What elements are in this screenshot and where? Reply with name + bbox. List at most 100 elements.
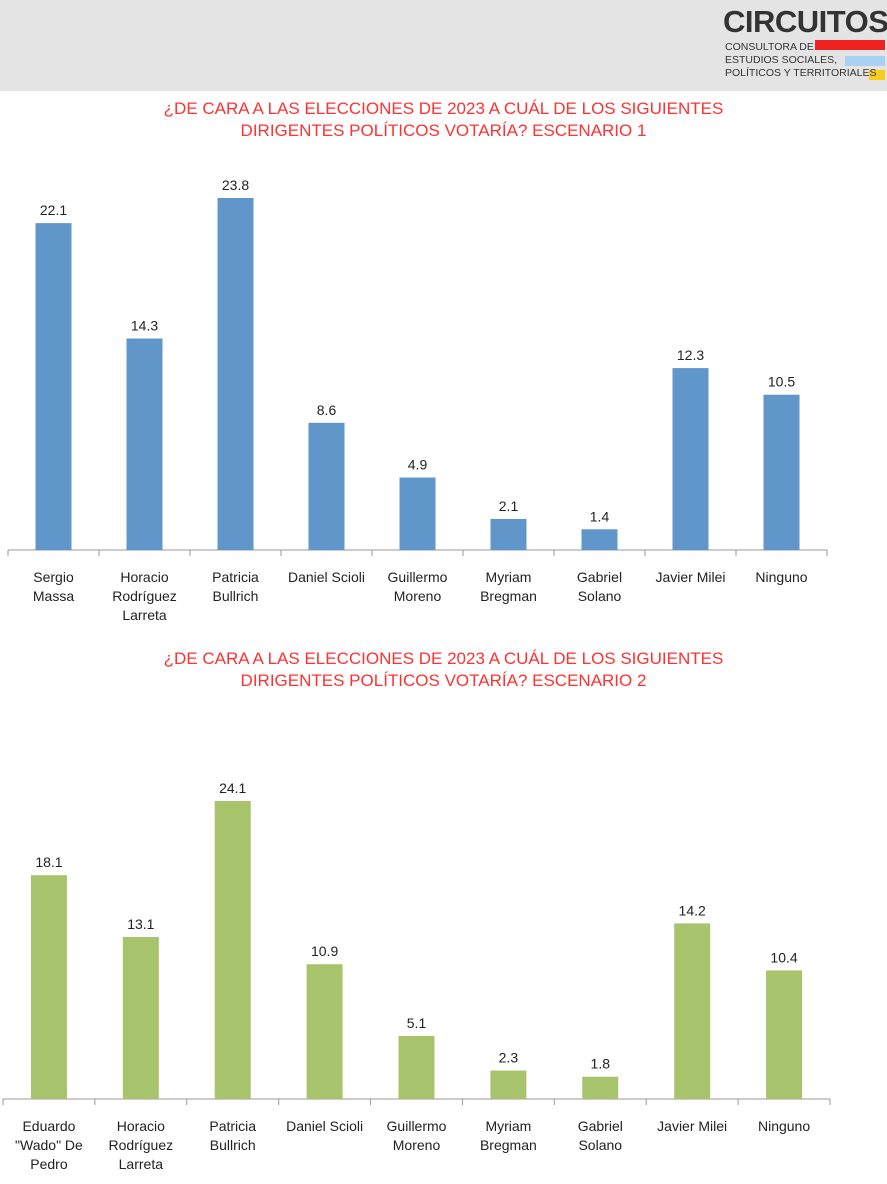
logo-tagline-1: CONSULTORA DE	[725, 41, 814, 53]
category-label-5: Myriam Bregman	[480, 1118, 537, 1153]
category-label-line: Javier Milei	[657, 1118, 727, 1134]
bar-8	[766, 970, 803, 1099]
category-label-line: Larreta	[122, 607, 167, 623]
category-label-7: Javier Milei	[655, 569, 725, 585]
category-label-4: Guillermo Moreno	[388, 569, 448, 604]
category-label-line: "Wado" De	[15, 1137, 83, 1153]
category-label-line: Patricia	[212, 569, 259, 585]
bar-2	[214, 801, 251, 1099]
category-label-line: Gabriel	[577, 569, 622, 585]
data-label-6: 1.8	[591, 1056, 611, 1072]
logo-red-stripe	[815, 40, 885, 50]
category-label-0: Sergio Massa	[33, 569, 74, 604]
chart-1-title-line-1: ¿DE CARA A LAS ELECCIONES DE 2023 A CUÁL…	[163, 99, 724, 118]
category-label-3: Daniel Scioli	[288, 569, 365, 585]
category-label-5: Myriam Bregman	[480, 569, 537, 604]
category-label-line: Ninguno	[755, 569, 807, 585]
data-label-5: 2.3	[499, 1050, 519, 1066]
data-label-3: 10.9	[311, 943, 338, 959]
logo-blue-stripe	[845, 56, 885, 66]
category-label-8: Ninguno	[758, 1118, 810, 1134]
chart-2-bar-chart: 18.1 Eduardo "Wado" De Pedro 13.1 Horacio Rodr…	[2, 780, 831, 1172]
category-label-line: Bullrich	[213, 588, 259, 604]
chart-1-bar-chart: 22.1 Sergio Massa 14.3 Horacio Rodríguez Larre…	[7, 177, 828, 623]
category-label-line: Daniel Scioli	[286, 1118, 363, 1134]
category-label-line: Bregman	[480, 1137, 537, 1153]
category-label-2: Patricia Bullrich	[212, 569, 259, 604]
category-label-line: Horacio	[120, 569, 168, 585]
category-label-line: Pedro	[30, 1156, 68, 1172]
category-label-line: Ninguno	[758, 1118, 810, 1134]
category-label-line: Gabriel	[578, 1118, 623, 1134]
category-label-line: Guillermo	[387, 1118, 447, 1134]
data-label-5: 2.1	[499, 498, 519, 514]
data-label-2: 23.8	[222, 177, 249, 193]
bar-5	[490, 1070, 527, 1099]
category-label-6: Gabriel Solano	[577, 569, 622, 604]
header-band: CIRCUITOS CONSULTORA DE ESTUDIOS SOCIALE…	[0, 0, 887, 91]
category-label-line: Rodríguez	[109, 1137, 174, 1153]
data-label-4: 4.9	[408, 457, 428, 473]
data-label-1: 14.3	[131, 318, 158, 334]
category-label-4: Guillermo Moreno	[387, 1118, 447, 1153]
data-label-4: 5.1	[407, 1015, 427, 1031]
category-label-0: Eduardo "Wado" De Pedro	[15, 1118, 83, 1172]
category-label-line: Bullrich	[210, 1137, 256, 1153]
logo-tagline-2: ESTUDIOS SOCIALES,	[725, 54, 838, 66]
bar-8	[763, 394, 800, 550]
category-label-line: Javier Milei	[655, 569, 725, 585]
data-label-3: 8.6	[317, 402, 337, 418]
category-label-line: Solano	[578, 588, 622, 604]
category-label-1: Horacio Rodríguez Larreta	[112, 569, 177, 623]
category-label-8: Ninguno	[755, 569, 807, 585]
category-label-6: Gabriel Solano	[578, 1118, 623, 1153]
category-label-line: Horacio	[117, 1118, 165, 1134]
category-label-line: Myriam	[485, 1118, 531, 1134]
category-label-line: Sergio	[33, 569, 74, 585]
bar-3	[308, 422, 345, 550]
logo-title: CIRCUITOS	[723, 4, 887, 39]
chart-2-title-line-1: ¿DE CARA A LAS ELECCIONES DE 2023 A CUÁL…	[163, 649, 724, 668]
circuitos-logo: CIRCUITOS CONSULTORA DE ESTUDIOS SOCIALE…	[723, 4, 887, 88]
category-label-7: Javier Milei	[657, 1118, 727, 1134]
chart-2-title: ¿DE CARA A LAS ELECCIONES DE 2023 A CUÁL…	[0, 648, 887, 692]
bar-7	[674, 923, 711, 1099]
bar-5	[490, 518, 527, 550]
bar-1	[122, 937, 159, 1099]
data-label-7: 14.2	[679, 902, 706, 918]
chart-1-title-line-2: DIRIGENTES POLÍTICOS VOTARÍA? ESCENARIO …	[240, 121, 647, 140]
bar-2	[217, 198, 254, 550]
chart-1-title: ¿DE CARA A LAS ELECCIONES DE 2023 A CUÁL…	[0, 98, 887, 142]
data-label-1: 13.1	[127, 916, 154, 932]
category-label-2: Patricia Bullrich	[209, 1118, 256, 1153]
category-label-3: Daniel Scioli	[286, 1118, 363, 1134]
data-label-0: 18.1	[35, 854, 62, 870]
bar-6	[581, 529, 618, 550]
chart-2-title-line-2: DIRIGENTES POLÍTICOS VOTARÍA? ESCENARIO …	[240, 671, 647, 690]
data-label-8: 10.4	[770, 949, 797, 965]
category-label-line: Patricia	[209, 1118, 256, 1134]
category-label-line: Larreta	[119, 1156, 164, 1172]
category-label-line: Bregman	[480, 588, 537, 604]
category-label-line: Moreno	[394, 588, 442, 604]
bar-1	[126, 338, 163, 550]
category-label-line: Guillermo	[388, 569, 448, 585]
category-label-1: Horacio Rodríguez Larreta	[109, 1118, 174, 1172]
data-label-0: 22.1	[40, 202, 67, 218]
bar-0	[35, 223, 72, 550]
bar-6	[582, 1076, 619, 1099]
logo-yellow-stripe	[869, 70, 885, 80]
bar-4	[399, 477, 436, 550]
category-label-line: Daniel Scioli	[288, 569, 365, 585]
data-label-2: 24.1	[219, 780, 246, 796]
category-label-line: Rodríguez	[112, 588, 177, 604]
category-label-line: Massa	[33, 588, 74, 604]
bar-4	[398, 1035, 435, 1099]
bar-3	[306, 964, 343, 1099]
bar-0	[30, 875, 67, 1099]
data-label-7: 12.3	[677, 347, 704, 363]
category-label-line: Eduardo	[22, 1118, 75, 1134]
category-label-line: Solano	[578, 1137, 622, 1153]
category-label-line: Myriam	[486, 569, 532, 585]
data-label-8: 10.5	[768, 374, 795, 390]
